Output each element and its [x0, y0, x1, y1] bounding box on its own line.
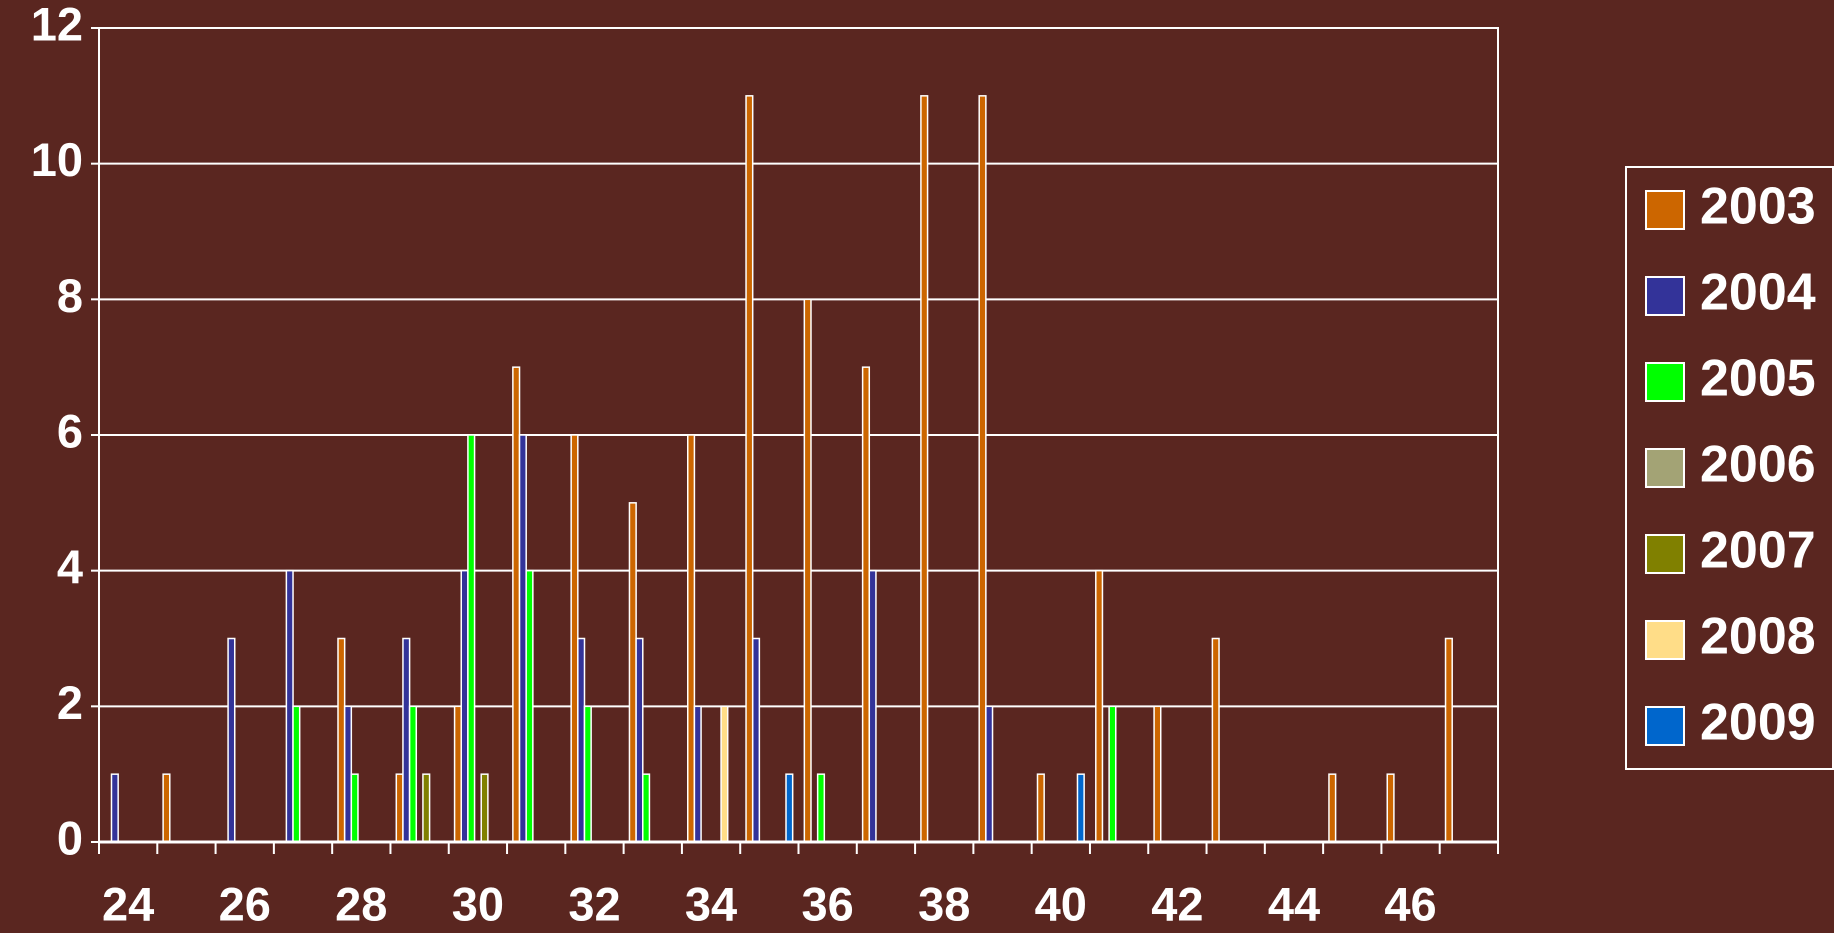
y-tick-label: 4 [57, 540, 83, 593]
y-tick-label: 12 [31, 0, 83, 50]
bar [110, 773, 119, 843]
bar [350, 773, 359, 843]
x-tick-label: 26 [219, 877, 271, 930]
bar [292, 705, 301, 843]
bar [635, 637, 644, 843]
y-tick-label: 2 [57, 676, 83, 729]
bar [1095, 569, 1104, 843]
bar [816, 773, 826, 843]
bar [1036, 773, 1045, 843]
bar [227, 637, 236, 843]
bar [570, 434, 579, 843]
y-tick-label: 8 [57, 269, 83, 322]
bar [785, 773, 794, 843]
x-tick-label: 24 [102, 877, 154, 930]
legend-box [1625, 166, 1834, 770]
bar [480, 773, 489, 843]
x-tick-label: 30 [452, 877, 504, 930]
bar [745, 95, 754, 843]
bar [720, 705, 729, 843]
bar [642, 773, 651, 843]
legend-label: 2004 [1700, 264, 1816, 322]
bar [1211, 637, 1220, 843]
x-tick-label: 32 [568, 877, 620, 930]
bar [583, 705, 592, 843]
y-tick-label: 0 [57, 811, 83, 864]
legend-swatch [1645, 448, 1685, 488]
x-tick-label: 38 [918, 877, 970, 930]
bar [422, 773, 431, 843]
legend-label: 2003 [1700, 178, 1816, 236]
bar [408, 705, 418, 843]
bar [343, 705, 353, 843]
legend-swatch [1645, 706, 1685, 746]
bar [162, 773, 171, 843]
bar [803, 298, 812, 843]
bar [402, 637, 411, 843]
bar [285, 569, 294, 843]
x-tick-label: 36 [802, 877, 854, 930]
bar [1076, 773, 1085, 843]
legend-swatch [1645, 190, 1685, 230]
bar [1108, 705, 1117, 843]
bar [693, 705, 702, 843]
bar [1328, 773, 1337, 843]
bar [577, 637, 586, 843]
bar [1386, 773, 1395, 843]
bar [1444, 637, 1453, 843]
bar [512, 366, 521, 843]
bar [518, 434, 527, 843]
bar [861, 366, 871, 843]
bar [453, 705, 462, 843]
bar [337, 637, 346, 843]
bar [460, 569, 469, 843]
bar [686, 434, 696, 843]
x-tick-label: 42 [1151, 877, 1203, 930]
bar [978, 95, 987, 843]
legend-swatch [1645, 276, 1685, 316]
legend-swatch [1645, 362, 1685, 402]
x-tick-label: 46 [1384, 877, 1436, 930]
legend-swatch [1645, 534, 1685, 574]
bar [751, 637, 761, 843]
legend-label: 2009 [1700, 694, 1816, 752]
x-tick-label: 44 [1268, 877, 1320, 930]
bar [467, 434, 476, 843]
legend-label: 2005 [1700, 350, 1816, 408]
x-tick-label: 28 [335, 877, 387, 930]
bar [628, 502, 637, 843]
y-tick-label: 6 [57, 404, 83, 457]
x-tick-label: 34 [685, 877, 737, 930]
legend-label: 2006 [1700, 436, 1816, 494]
bar [985, 705, 994, 843]
bar [868, 569, 877, 843]
bar [395, 773, 404, 843]
legend-label: 2007 [1700, 522, 1816, 580]
x-tick-label: 40 [1035, 877, 1087, 930]
legend-swatch [1645, 620, 1685, 660]
bar [1153, 705, 1162, 843]
bar [920, 95, 929, 843]
legend-label: 2008 [1700, 608, 1816, 666]
bar [525, 569, 534, 843]
y-tick-label: 10 [31, 133, 83, 186]
